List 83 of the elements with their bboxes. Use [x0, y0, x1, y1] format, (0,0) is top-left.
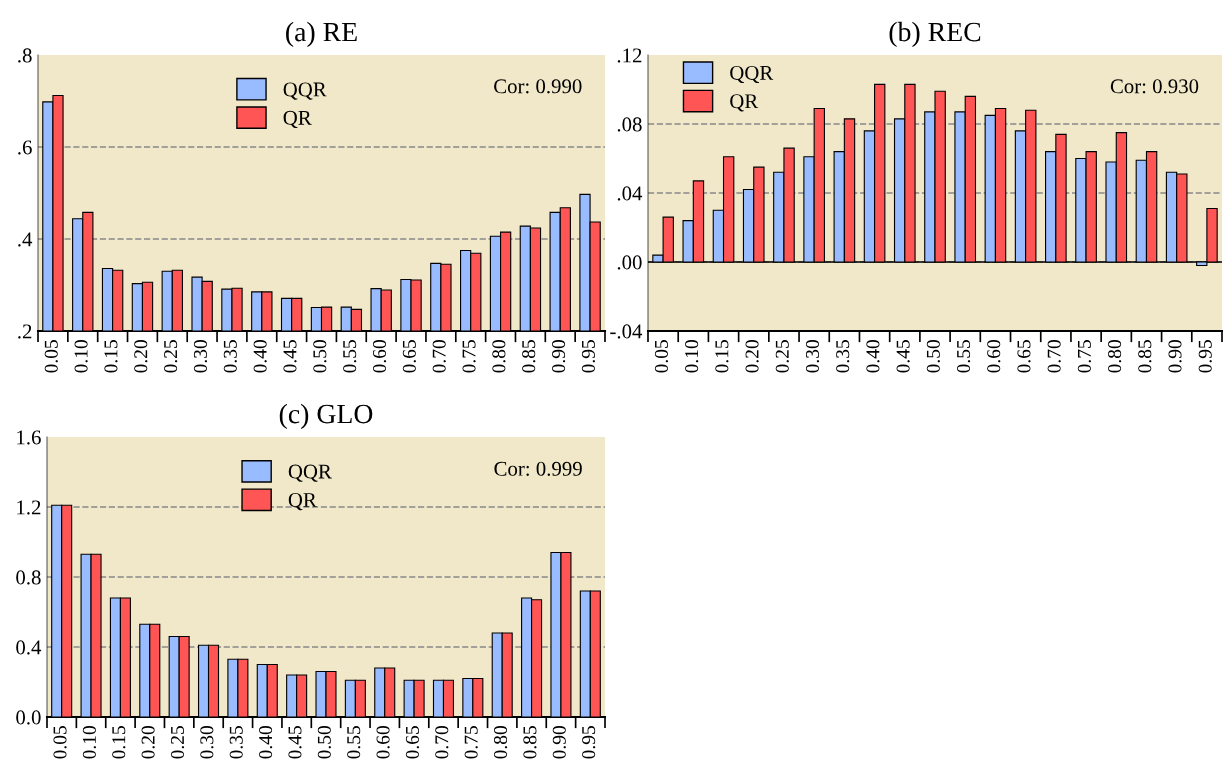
y-tick-label: 0.4 — [16, 640, 42, 655]
x-tick-label: 0.40 — [253, 340, 267, 373]
y-tick-label: .00 — [617, 255, 642, 270]
x-tick-label: 0.45 — [896, 340, 910, 373]
x-tick-label: 0.15 — [104, 340, 118, 373]
x-tick-label: 0.85 — [1138, 340, 1152, 373]
x-tick-label: 0.35 — [836, 340, 850, 373]
x-tick-label: 0.65 — [405, 726, 420, 759]
x-tick-label: 0.65 — [1017, 340, 1031, 373]
x-tick-label: 0.10 — [74, 340, 88, 373]
x-tick-label: 0.50 — [926, 340, 940, 373]
x-tick-label: 0.20 — [141, 726, 155, 759]
x-tick-label: 0.70 — [432, 340, 446, 373]
x-tick-label: 0.15 — [112, 726, 126, 759]
legend-label: QR — [283, 110, 312, 129]
x-tick-label: 0.80 — [1108, 340, 1122, 373]
annotation: Cor: 0.990 — [494, 79, 582, 94]
x-tick-label: 0.35 — [229, 726, 243, 759]
x-tick-label: 0.05 — [654, 340, 669, 373]
x-tick-label: 0.85 — [523, 726, 537, 759]
x-tick-label: 0.25 — [170, 726, 185, 759]
x-tick-label: 0.20 — [745, 340, 759, 373]
x-tick-label: 0.05 — [53, 726, 67, 759]
x-tick-label: 0.40 — [866, 340, 880, 373]
x-tick-label: 0.35 — [223, 340, 237, 373]
legend-label: QQR — [288, 464, 332, 482]
y-tick-label: 0.8 — [16, 570, 41, 585]
chart-title: (c) GLO — [279, 403, 373, 430]
x-tick-label: 0.15 — [715, 340, 729, 373]
x-tick-label: 0.95 — [582, 726, 596, 759]
x-tick-label: 0.90 — [1168, 340, 1182, 373]
x-tick-label: 0.30 — [200, 726, 214, 759]
y-tick-label: .2 — [18, 324, 32, 339]
chart-title: (b) REC — [889, 21, 981, 48]
x-tick-label: 0.70 — [1047, 340, 1061, 373]
x-tick-label: 0.40 — [259, 726, 273, 759]
x-tick-label: 0.65 — [402, 340, 416, 373]
x-tick-label: 0.10 — [82, 726, 96, 759]
x-tick-label: 0.25 — [164, 340, 178, 373]
y-tick-label: .12 — [617, 48, 642, 63]
x-tick-label: 0.60 — [987, 340, 1001, 373]
x-tick-label: 0.25 — [775, 340, 789, 373]
x-tick-label: 0.50 — [313, 340, 327, 373]
y-tick-label: .4 — [18, 232, 33, 247]
x-tick-label: 0.55 — [343, 340, 357, 373]
x-tick-label: 0.95 — [1198, 340, 1212, 373]
x-tick-label: 0.20 — [134, 340, 148, 373]
y-tick-label: .8 — [18, 48, 32, 63]
x-tick-label: 0.90 — [551, 340, 566, 373]
x-tick-label: 0.80 — [492, 340, 506, 373]
x-tick-label: 0.30 — [805, 340, 820, 373]
y-tick-label: .6 — [18, 140, 32, 155]
legend-label: QQR — [730, 65, 774, 84]
x-tick-label: 0.10 — [685, 340, 699, 373]
legend-label: QQR — [283, 82, 327, 100]
x-tick-label: 0.80 — [493, 726, 508, 759]
x-tick-label: 0.60 — [372, 340, 387, 373]
annotation: Cor: 0.999 — [494, 461, 582, 476]
y-tick-label: .08 — [617, 117, 642, 132]
x-tick-label: 0.55 — [347, 726, 361, 759]
legend-label: QR — [730, 94, 759, 112]
x-tick-label: 0.50 — [317, 726, 331, 759]
x-tick-label: 0.90 — [552, 726, 566, 759]
y-tick-label: 1.2 — [17, 500, 41, 515]
x-tick-label: 0.30 — [193, 340, 208, 373]
x-tick-label: 0.55 — [956, 340, 971, 373]
x-tick-label: 0.75 — [464, 726, 478, 759]
x-tick-label: 0.70 — [435, 726, 449, 759]
annotation: Cor: 0.930 — [1110, 79, 1199, 94]
x-tick-label: 0.05 — [44, 340, 58, 373]
y-tick-label: -.04 — [610, 324, 643, 339]
x-tick-label: 0.45 — [283, 340, 297, 373]
chart-title: (a) RE — [286, 21, 357, 48]
x-tick-label: 0.95 — [581, 340, 596, 373]
legend-label: QR — [288, 493, 317, 511]
x-tick-label: 0.75 — [1077, 340, 1091, 373]
x-tick-label: 0.85 — [522, 340, 536, 373]
y-tick-label: .04 — [617, 186, 643, 201]
x-tick-label: 0.60 — [376, 726, 390, 759]
x-tick-label: 0.75 — [462, 340, 476, 373]
y-tick-label: 0.0 — [16, 710, 41, 725]
y-tick-label: 1.6 — [17, 430, 41, 445]
x-tick-label: 0.45 — [288, 726, 302, 759]
